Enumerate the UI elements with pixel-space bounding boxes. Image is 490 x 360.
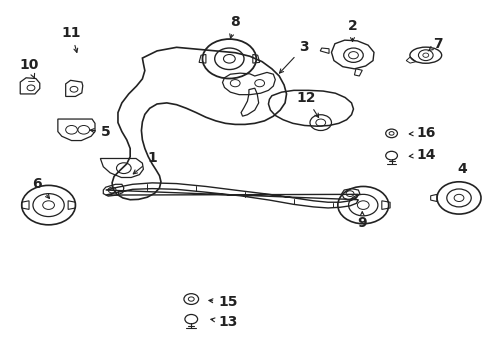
Text: 6: 6: [32, 177, 49, 198]
Text: 10: 10: [19, 58, 39, 78]
Text: 7: 7: [428, 37, 443, 51]
Text: 16: 16: [409, 126, 436, 140]
Text: 4: 4: [458, 162, 467, 176]
Text: 13: 13: [211, 315, 238, 329]
Text: 8: 8: [230, 15, 240, 38]
Text: 5: 5: [90, 125, 111, 139]
Text: 3: 3: [279, 40, 308, 73]
Text: 14: 14: [409, 148, 436, 162]
Text: 15: 15: [209, 295, 238, 309]
Text: 12: 12: [296, 90, 318, 117]
Text: 9: 9: [357, 212, 367, 230]
Text: 11: 11: [62, 26, 81, 53]
Text: 2: 2: [347, 19, 357, 41]
Text: 1: 1: [133, 152, 157, 174]
